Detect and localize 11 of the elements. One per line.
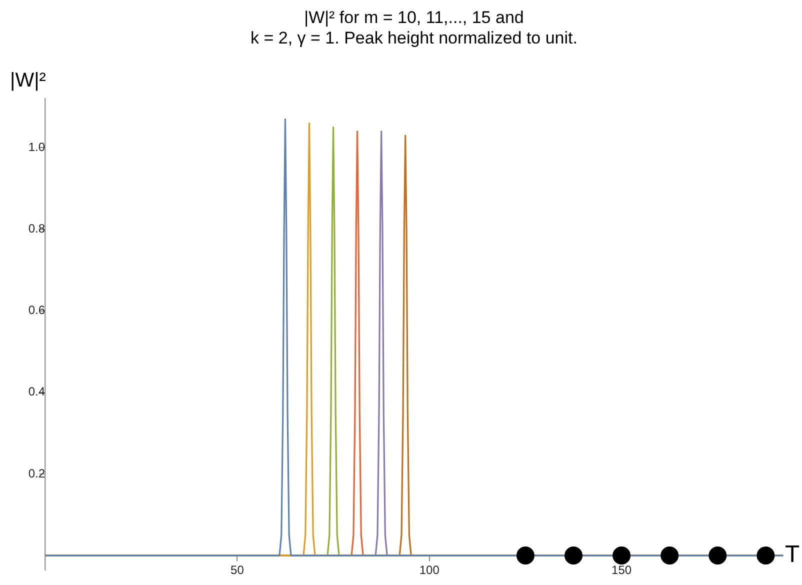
y-axis-title: |W|² xyxy=(10,69,46,92)
x-axis-title: T xyxy=(785,541,800,568)
x-tick-label: 100 xyxy=(419,563,440,578)
chart-title: |W|² for m = 10, 11,..., 15 and k = 2, γ = 1. Peak height normalized to unit. xyxy=(250,8,578,48)
x-tick-label: 50 xyxy=(230,563,244,578)
y-tick-label: 0.6 xyxy=(28,303,46,318)
y-tick-label: 0.4 xyxy=(28,384,46,399)
y-tick-label: 1.0 xyxy=(28,140,46,154)
x-tick-label: 150 xyxy=(612,563,632,578)
y-tick-label: 0.8 xyxy=(28,222,46,236)
y-tick-label: 0.2 xyxy=(28,466,46,480)
